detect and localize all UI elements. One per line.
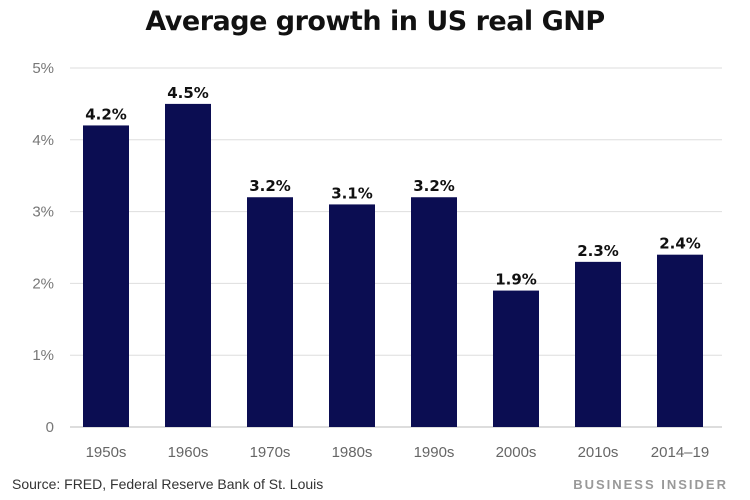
- y-tick-label: 3%: [32, 204, 54, 221]
- bar: [411, 197, 457, 427]
- bar: [165, 103, 211, 428]
- data-label: 3.2%: [249, 177, 291, 195]
- y-tick-label: 5%: [32, 60, 54, 77]
- x-tick-label: 1970s: [250, 444, 291, 461]
- chart-title: Average growth in US real GNP: [145, 6, 605, 37]
- bar: [493, 290, 539, 427]
- y-tick-label: 1%: [32, 347, 54, 364]
- brand-logo-text: BUSINESS INSIDER: [573, 477, 728, 492]
- bar: [83, 125, 129, 427]
- data-label: 4.5%: [167, 84, 209, 102]
- bar: [247, 197, 293, 427]
- bar: [575, 261, 621, 427]
- source-note: Source: FRED, Federal Reserve Bank of St…: [12, 476, 324, 492]
- x-tick-label: 1950s: [86, 444, 127, 461]
- x-tick-label: 1980s: [332, 444, 373, 461]
- data-label: 3.2%: [413, 177, 455, 195]
- x-tick-label: 2000s: [496, 444, 537, 461]
- data-label: 3.1%: [331, 184, 373, 202]
- y-tick-label: 4%: [32, 132, 54, 149]
- bar: [329, 204, 375, 427]
- data-label: 2.4%: [659, 235, 701, 253]
- data-label: 4.2%: [85, 105, 127, 123]
- x-tick-label: 2014–19: [651, 444, 709, 461]
- y-tick-label: 2%: [32, 275, 54, 292]
- x-tick-label: 1990s: [414, 444, 455, 461]
- bar: [657, 254, 703, 427]
- data-label: 2.3%: [577, 242, 619, 260]
- y-tick-label: 0: [46, 419, 54, 436]
- x-tick-label: 1960s: [168, 444, 209, 461]
- data-label: 1.9%: [495, 271, 537, 289]
- x-tick-label: 2010s: [578, 444, 619, 461]
